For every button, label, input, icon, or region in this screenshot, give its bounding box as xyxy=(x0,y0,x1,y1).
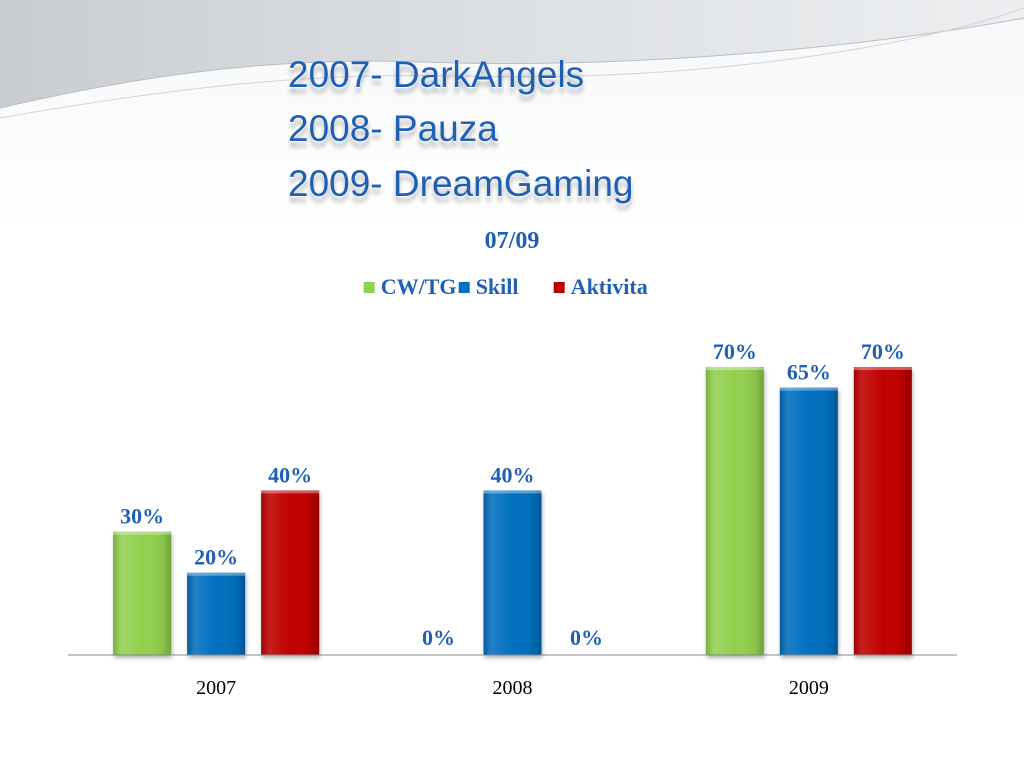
legend-label-skill: Skill xyxy=(476,274,519,299)
headline-line-3: 2009- DreamGaming xyxy=(288,163,634,204)
data-label-skill-2009: 65% xyxy=(787,360,831,385)
bar-cap-cw-tg-2007 xyxy=(113,531,172,535)
legend-swatch-cw-tg xyxy=(363,282,375,293)
bar-cap-aktivita-2007 xyxy=(261,490,320,494)
headline-line-2: 2008- Pauza xyxy=(288,108,498,149)
chart-title: 07/09 xyxy=(485,228,540,254)
chart-legend: CW/TG Skill Aktivita xyxy=(363,274,648,299)
bar-sheen-cw-tg-2009 xyxy=(705,367,764,655)
bar-cap-skill-2008 xyxy=(483,490,542,494)
bar-sheen-skill-2008 xyxy=(483,490,542,655)
decorative-swoosh xyxy=(0,0,1024,119)
x-tick-labels: 2007 2008 2009 xyxy=(196,677,829,699)
legend-label-cw-tg: CW/TG xyxy=(381,274,457,299)
bar-sheen-aktivita-2007 xyxy=(261,490,320,655)
data-label-aktivita-2009: 70% xyxy=(861,339,905,364)
x-tick-label-2007: 2007 xyxy=(196,677,236,699)
bar-sheen-cw-tg-2007 xyxy=(113,531,172,655)
data-label-cw-tg-2009: 70% xyxy=(713,339,757,364)
data-label-aktivita-2007: 40% xyxy=(268,462,312,487)
bar-sheen-aktivita-2009 xyxy=(853,367,912,655)
headline-line-1: 2007- DarkAngels xyxy=(288,54,585,95)
data-label-cw-tg-2008: 0% xyxy=(422,625,455,650)
bars-group: 30% 20% 40% 0% 40% 0% 70% 65% 70% xyxy=(113,339,912,655)
x-tick-label-2009: 2009 xyxy=(789,677,829,699)
bar-sheen-skill-2009 xyxy=(779,387,838,655)
bar-cap-aktivita-2009 xyxy=(853,367,912,370)
data-label-aktivita-2008: 0% xyxy=(570,625,603,650)
bar-cap-skill-2009 xyxy=(779,387,838,391)
legend-swatch-skill xyxy=(458,282,470,293)
bar-cap-skill-2007 xyxy=(187,572,246,576)
data-label-cw-tg-2007: 30% xyxy=(120,504,164,529)
x-tick-label-2008: 2008 xyxy=(493,677,533,699)
legend-label-aktivita: Aktivita xyxy=(571,274,648,299)
bar-cap-cw-tg-2009 xyxy=(705,367,764,370)
data-label-skill-2007: 20% xyxy=(194,545,238,570)
bar-sheen-skill-2007 xyxy=(187,572,246,655)
legend-swatch-aktivita xyxy=(553,282,565,293)
data-label-skill-2008: 40% xyxy=(491,462,535,487)
